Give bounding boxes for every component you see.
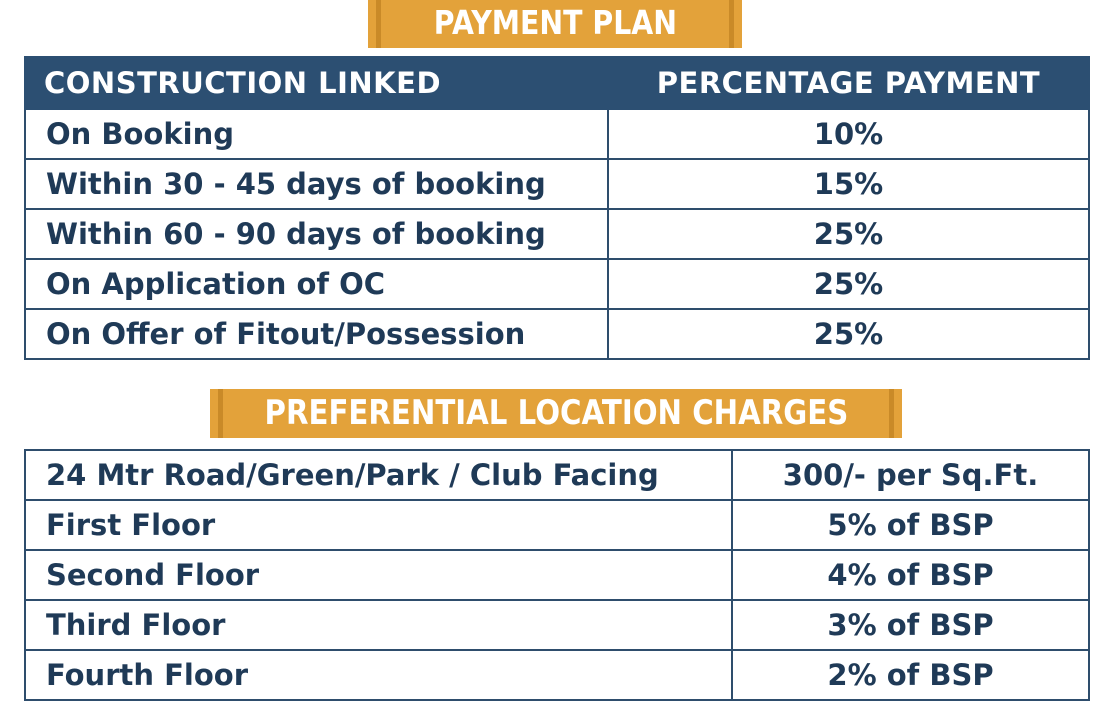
- payment-plan-title: PAYMENT PLAN: [433, 3, 677, 42]
- payment-cell: 15%: [607, 158, 1090, 210]
- table-row: 24 Mtr Road/Green/Park / Club Facing 300…: [24, 449, 1090, 501]
- banner-right-accent: [889, 389, 894, 438]
- location-cell: Third Floor: [24, 599, 733, 651]
- banner-left-accent: [376, 0, 381, 48]
- table-row: Second Floor 4% of BSP: [24, 549, 1090, 601]
- table-row: On Offer of Fitout/Possession 25%: [24, 308, 1090, 360]
- payment-plan-banner: PAYMENT PLAN: [368, 0, 742, 48]
- percentage-payment-header: PERCENTAGE PAYMENT: [607, 56, 1090, 110]
- payment-cell: 25%: [607, 208, 1090, 260]
- plc-banner: PREFERENTIAL LOCATION CHARGES: [210, 389, 902, 438]
- stage-cell: On Booking: [24, 108, 609, 160]
- construction-linked-header: CONSTRUCTION LINKED: [24, 56, 609, 110]
- payment-cell: 10%: [607, 108, 1090, 160]
- table-header-row: CONSTRUCTION LINKED PERCENTAGE PAYMENT: [24, 56, 1090, 110]
- charge-cell: 300/- per Sq.Ft.: [731, 449, 1090, 501]
- location-cell: 24 Mtr Road/Green/Park / Club Facing: [24, 449, 733, 501]
- stage-cell: On Application of OC: [24, 258, 609, 310]
- location-cell: Fourth Floor: [24, 649, 733, 701]
- charge-cell: 4% of BSP: [731, 549, 1090, 601]
- location-cell: First Floor: [24, 499, 733, 551]
- plc-title: PREFERENTIAL LOCATION CHARGES: [264, 393, 848, 433]
- charge-cell: 3% of BSP: [731, 599, 1090, 651]
- table-row: Fourth Floor 2% of BSP: [24, 649, 1090, 701]
- charge-cell: 5% of BSP: [731, 499, 1090, 551]
- table-row: Within 30 - 45 days of booking 15%: [24, 158, 1090, 210]
- charge-cell: 2% of BSP: [731, 649, 1090, 701]
- banner-right-accent: [729, 0, 734, 48]
- table-row: Third Floor 3% of BSP: [24, 599, 1090, 651]
- stage-cell: Within 30 - 45 days of booking: [24, 158, 609, 210]
- plc-table: 24 Mtr Road/Green/Park / Club Facing 300…: [24, 449, 1090, 701]
- payment-plan-table: CONSTRUCTION LINKED PERCENTAGE PAYMENT O…: [24, 56, 1090, 360]
- table-row: On Application of OC 25%: [24, 258, 1090, 310]
- banner-left-accent: [218, 389, 223, 438]
- payment-cell: 25%: [607, 308, 1090, 360]
- stage-cell: Within 60 - 90 days of booking: [24, 208, 609, 260]
- location-cell: Second Floor: [24, 549, 733, 601]
- payment-cell: 25%: [607, 258, 1090, 310]
- table-row: First Floor 5% of BSP: [24, 499, 1090, 551]
- table-row: On Booking 10%: [24, 108, 1090, 160]
- table-row: Within 60 - 90 days of booking 25%: [24, 208, 1090, 260]
- stage-cell: On Offer of Fitout/Possession: [24, 308, 609, 360]
